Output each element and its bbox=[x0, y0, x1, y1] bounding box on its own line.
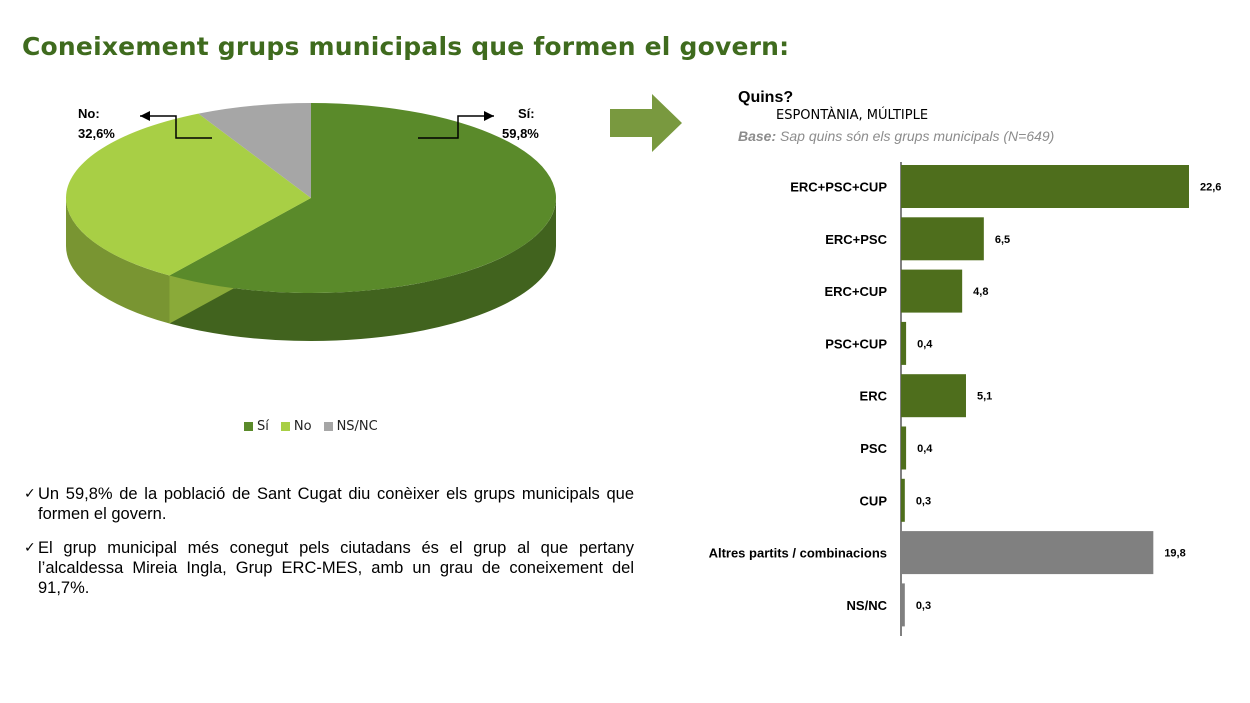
bar-value-label: 0,3 bbox=[916, 600, 931, 612]
bar-value-label: 6,5 bbox=[995, 234, 1010, 246]
pie-label-si-value: 59,8% bbox=[502, 126, 539, 141]
checkmark-icon: ✓ bbox=[24, 486, 36, 502]
bar-2 bbox=[901, 269, 963, 313]
bar-value-label: 0,4 bbox=[917, 338, 933, 350]
bar-value-label: 4,8 bbox=[973, 286, 988, 298]
legend-swatch-si bbox=[244, 422, 253, 431]
bar-value-label: 0,4 bbox=[917, 443, 933, 455]
pie-leader-si bbox=[418, 115, 494, 139]
pie-slice-s- bbox=[169, 103, 556, 293]
bar-4 bbox=[901, 374, 966, 418]
legend-label-nsnc: NS/NC bbox=[336, 419, 378, 434]
base-prefix: Base: bbox=[738, 128, 777, 144]
finding-item: ✓ El grup municipal més conegut pels ciu… bbox=[24, 538, 634, 598]
bar-category-label: ERC bbox=[860, 389, 888, 404]
pie-leader-si-arrowhead bbox=[484, 111, 494, 121]
bar-value-label: 22,6 bbox=[1200, 182, 1221, 194]
bar-8 bbox=[901, 583, 905, 627]
finding-text: El grup municipal més conegut pels ciuta… bbox=[38, 539, 634, 597]
legend-label-no: No bbox=[293, 419, 312, 434]
pie-chart: No: 32,6% Sí: 59,8% bbox=[65, 103, 556, 341]
bar-value-label: 0,3 bbox=[916, 495, 931, 507]
pie-slice-ns-nc bbox=[198, 103, 311, 198]
pie-label-si: Sí: 59,8% bbox=[418, 106, 539, 141]
bar-chart-subtitle: ESPONTÀNIA, MÚLTIPLE bbox=[776, 108, 929, 123]
page-title: Coneixement grups municipals que formen … bbox=[22, 32, 790, 61]
legend-item-si: Sí bbox=[244, 419, 269, 434]
bar-category-label: PSC+CUP bbox=[825, 336, 887, 351]
bar-category-label: ERC+PSC bbox=[825, 232, 887, 247]
bar-category-label: CUP bbox=[860, 493, 888, 508]
bar-chart: ERC+PSC+CUP 22,6 ERC+PSC 6,5 ERC+CUP 4,8 PSC+C… bbox=[709, 162, 1221, 636]
legend-swatch-no bbox=[280, 422, 290, 431]
bar-1 bbox=[901, 217, 984, 261]
bar-value-label: 19,8 bbox=[1164, 548, 1185, 560]
pie-slice-side-no bbox=[65, 198, 170, 324]
bar-3 bbox=[901, 321, 907, 365]
base-text: Sap quins són els grups municipals (N=64… bbox=[776, 128, 1055, 144]
legend-label-si: Sí bbox=[257, 419, 269, 434]
bar-0 bbox=[901, 165, 1189, 208]
finding-item: ✓ Un 59,8% de la població de Sant Cugat … bbox=[24, 484, 634, 524]
finding-text: Un 59,8% de la població de Sant Cugat di… bbox=[38, 485, 634, 523]
pie-legend: Sí No NS/NC bbox=[244, 419, 378, 434]
bar-category-label: ERC+CUP bbox=[825, 284, 888, 299]
pie-label-no-name: No: bbox=[78, 106, 100, 121]
bar-chart-title: Quins? bbox=[738, 89, 794, 106]
pie-label-no-value: 32,6% bbox=[78, 126, 115, 141]
bar-value-label: 5,1 bbox=[977, 391, 992, 403]
checkmark-icon: ✓ bbox=[24, 540, 36, 556]
pie-leader-no-arrowhead bbox=[140, 111, 150, 121]
bar-category-label: PSC bbox=[860, 441, 887, 456]
bar-chart-base: Base: Sap quins són els grups municipals… bbox=[738, 128, 1054, 144]
legend-swatch-nsnc bbox=[323, 422, 333, 431]
bar-category-label: NS/NC bbox=[847, 598, 888, 613]
pie-label-no: No: 32,6% bbox=[78, 106, 212, 141]
legend-item-no: No bbox=[280, 419, 312, 434]
arrow-right-icon bbox=[610, 94, 682, 152]
findings-list: ✓ Un 59,8% de la població de Sant Cugat … bbox=[24, 484, 634, 612]
bar-category-label: ERC+PSC+CUP bbox=[790, 180, 887, 195]
pie-leader-no bbox=[140, 115, 212, 139]
pie-slice-no bbox=[66, 113, 311, 276]
bar-7 bbox=[901, 531, 1154, 575]
bar-6 bbox=[901, 478, 905, 522]
legend-item-nsnc: NS/NC bbox=[323, 419, 378, 434]
pie-label-si-name: Sí: bbox=[518, 106, 535, 121]
pie-slice-side-s- bbox=[169, 198, 556, 341]
bar-5 bbox=[901, 426, 907, 470]
bar-category-label: Altres partits / combinacions bbox=[709, 546, 887, 561]
